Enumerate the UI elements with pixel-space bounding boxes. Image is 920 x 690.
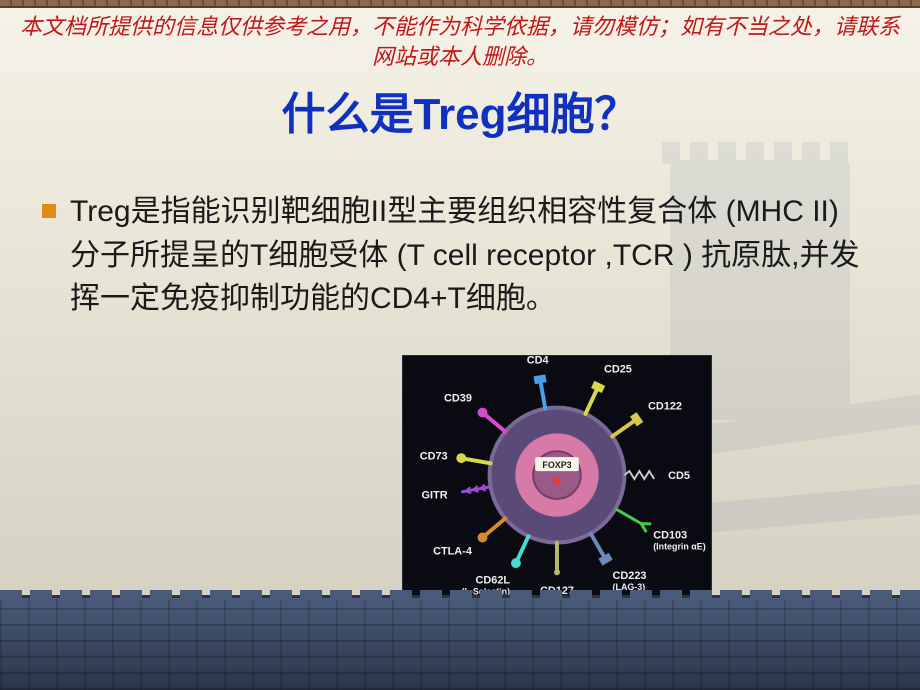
bottom-wall-border xyxy=(0,595,920,690)
disclaimer-text: 本文档所提供的信息仅供参考之用，不能作为科学依据，请勿模仿；如有不当之处，请联系… xyxy=(0,12,920,71)
svg-text:CD39: CD39 xyxy=(444,393,472,405)
top-brick-border xyxy=(0,0,920,8)
body-area: Treg是指能识别靶细胞II型主要组织相容性复合体 (MHC II) 分子所提呈… xyxy=(42,190,860,321)
svg-text:GITR: GITR xyxy=(422,489,448,501)
slide-title: 什么是Treg细胞？ xyxy=(0,78,920,142)
svg-text:CD4: CD4 xyxy=(527,356,549,367)
svg-text:CD25: CD25 xyxy=(604,363,632,375)
body-text: Treg是指能识别靶细胞II型主要组织相容性复合体 (MHC II) 分子所提呈… xyxy=(70,190,860,321)
svg-text:CD5: CD5 xyxy=(668,470,690,482)
treg-cell-diagram: FOXP3CD4CD39CD73GITRCTLA-4CD62L(L-Select… xyxy=(402,355,712,603)
svg-text:FOXP3: FOXP3 xyxy=(542,460,571,470)
svg-text:CD103: CD103 xyxy=(653,530,687,542)
svg-text:CD62L: CD62L xyxy=(476,575,511,587)
bullet-icon xyxy=(42,204,56,218)
svg-text:CD73: CD73 xyxy=(420,451,448,463)
svg-text:CD122: CD122 xyxy=(648,400,682,412)
svg-text:CD223: CD223 xyxy=(613,570,647,582)
bullet-item: Treg是指能识别靶细胞II型主要组织相容性复合体 (MHC II) 分子所提呈… xyxy=(42,190,860,321)
svg-text:(Integrin αE): (Integrin αE) xyxy=(653,541,706,551)
svg-text:CTLA-4: CTLA-4 xyxy=(433,545,472,557)
